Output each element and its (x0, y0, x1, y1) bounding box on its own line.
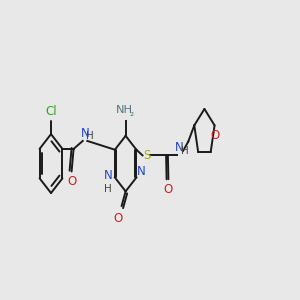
Text: NH: NH (116, 105, 133, 115)
Text: N: N (80, 127, 89, 140)
Text: Cl: Cl (45, 105, 57, 118)
Text: O: O (164, 183, 173, 196)
Text: ₂: ₂ (130, 108, 134, 118)
Text: N: N (137, 165, 146, 178)
Text: H: H (86, 131, 94, 141)
Text: S: S (143, 149, 150, 162)
Text: H: H (181, 146, 189, 156)
Text: O: O (113, 212, 122, 225)
Text: O: O (211, 129, 220, 142)
Text: N: N (104, 169, 112, 182)
Text: N: N (175, 141, 184, 154)
Text: H: H (104, 184, 112, 194)
Text: O: O (67, 175, 76, 188)
